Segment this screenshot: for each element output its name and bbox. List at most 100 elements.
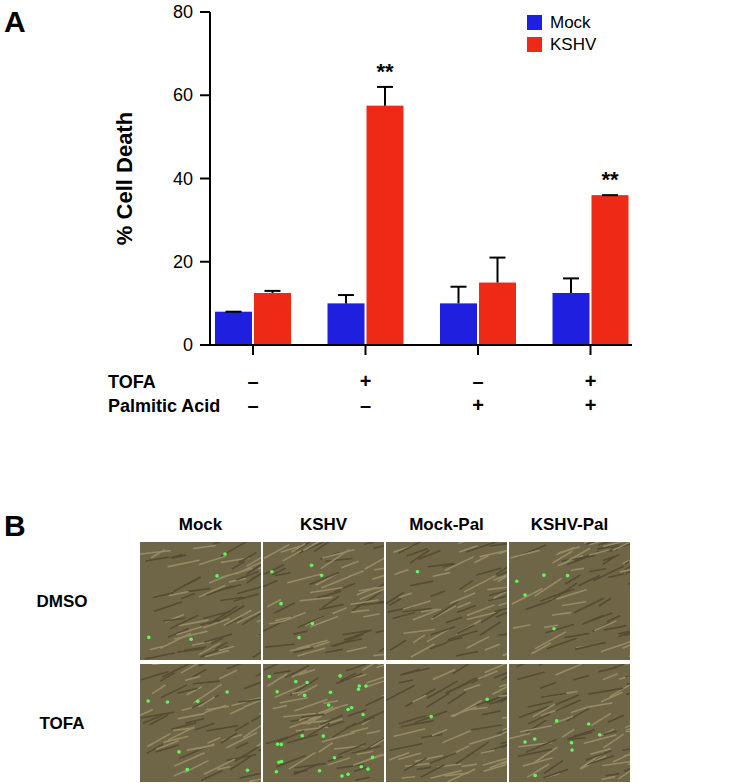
cell-streak [453,701,481,717]
cell-streak [529,714,549,723]
cell-streak [399,542,426,553]
cell-streak [390,640,405,650]
condition-sign: + [585,370,597,392]
cell-streak [568,732,592,738]
cell-streak [630,556,631,561]
cell-streak [141,551,171,554]
cell-streak [590,550,609,555]
bar [215,312,252,345]
cell-streak [208,738,220,743]
legend-label: KSHV [550,35,597,54]
cell-streak [395,570,408,575]
cell-streak [316,574,337,585]
cell-streak [236,743,247,748]
cell-streak [486,644,499,649]
cell-streak [468,605,494,615]
dead-cell [305,681,309,685]
cell-streak [298,648,324,656]
dead-cell [533,737,537,741]
cell-streak [244,722,261,738]
cell-streak [457,652,478,656]
cell-streak [186,676,200,680]
dead-cell [277,760,281,764]
dead-cell [552,627,556,631]
cell-streak [417,767,430,769]
cell-streak [591,613,612,621]
cell-streak [260,625,261,635]
cell-streak [275,603,294,613]
dead-cell [523,740,527,744]
cell-streak [164,736,188,742]
row-label: DMSO [37,592,88,611]
cell-streak [214,542,239,544]
error-bar [570,278,572,293]
cell-streak [472,725,502,730]
cell-streak [148,734,170,746]
cell-streak [535,579,561,596]
cell-streak [517,664,534,666]
cell-streak [456,753,472,763]
micrograph [263,664,384,782]
cell-streak [556,664,581,674]
y-tick [200,178,210,180]
cell-streak [430,643,446,649]
dead-cell [280,743,284,747]
cell-streak [467,637,489,648]
dead-cell [555,719,559,723]
cell-streak [150,647,162,650]
dead-cell [333,756,337,760]
cell-streak [265,545,289,558]
cell-streak [268,674,287,686]
cell-streak [186,719,204,723]
cell-streak [433,670,454,679]
cell-streak [265,565,283,574]
cell-streak [528,701,552,707]
cell-streak [375,565,384,569]
cell-streak [607,616,620,622]
cell-streak [465,685,480,690]
legend-swatch [527,15,542,30]
cell-streak [586,751,611,760]
cell-streak [280,698,307,703]
cell-streak [334,635,363,647]
cell-streak [349,571,363,576]
cell-streak [284,613,305,621]
cell-streak [174,577,200,591]
cell-streak [499,564,507,581]
cell-streak [623,745,630,750]
cell-streak [602,777,615,780]
cell-streak [604,674,618,679]
dead-cell [327,703,331,707]
cell-streak [295,699,327,710]
cell-streak [182,664,202,673]
cell-streak [354,754,384,765]
cell-streak [207,726,238,731]
condition-sign: + [585,394,597,416]
cell-streak [351,600,378,604]
cell-streak [204,759,234,774]
cell-streak [401,668,429,675]
cell-streak [364,614,379,617]
cell-streak [359,586,384,590]
cell-streak [373,574,384,579]
cell-streak [200,586,225,597]
cell-streak [292,544,305,552]
cell-streak [231,708,244,714]
bar [328,303,365,345]
cell-streak [250,776,261,781]
cell-streak [237,561,261,574]
cell-streak [609,574,624,577]
cell-streak [574,599,603,613]
significance: ** [601,167,619,192]
dead-cell [189,638,193,642]
cell-streak [218,606,243,621]
cell-streak [499,633,507,636]
cell-streak [157,741,178,749]
dead-cell [303,694,307,698]
cell-streak [477,568,501,575]
bar [440,303,477,345]
micrograph [386,664,507,782]
cell-streak [328,722,343,727]
cell-streak [453,664,474,673]
error-bar [458,287,460,304]
